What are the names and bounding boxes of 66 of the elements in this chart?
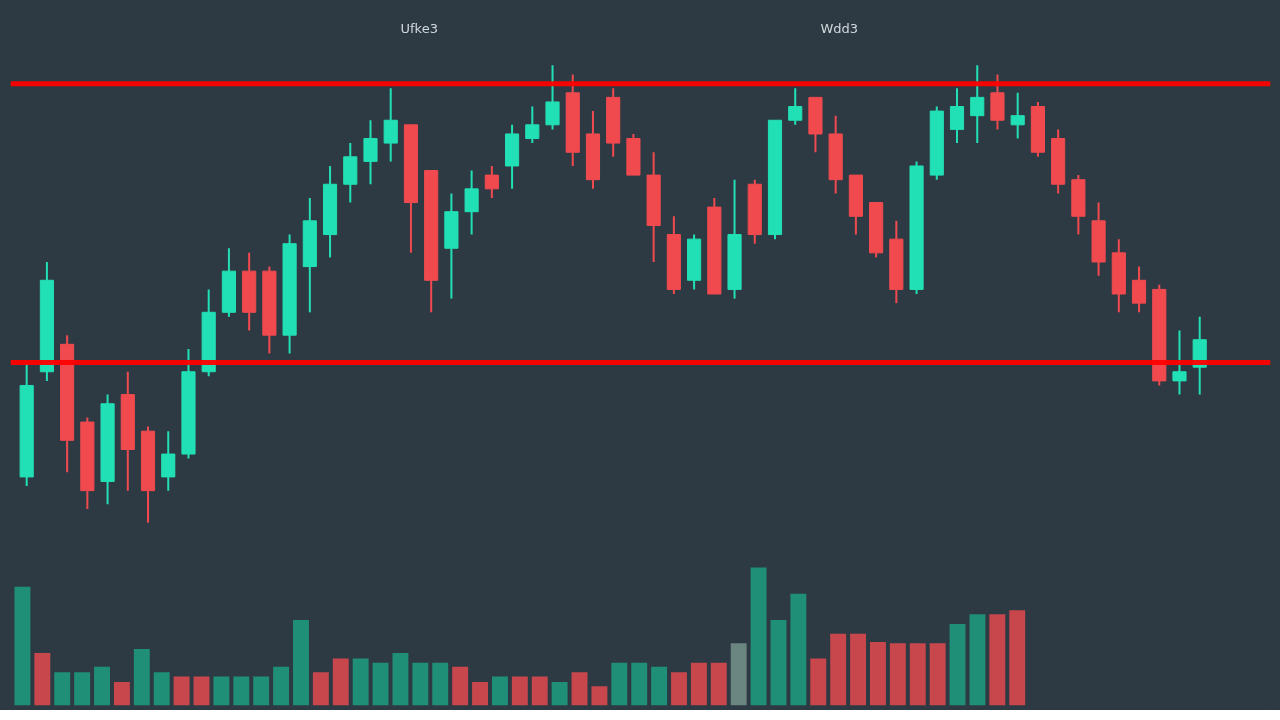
bar <box>491 676 508 706</box>
bar <box>531 676 548 706</box>
candlestick <box>949 87 965 145</box>
bar <box>173 676 190 706</box>
bar <box>452 666 469 706</box>
candlestick <box>545 64 560 131</box>
bar <box>213 676 230 706</box>
bar <box>511 676 528 706</box>
bar <box>432 662 449 706</box>
bar <box>830 633 847 706</box>
bar <box>591 686 608 706</box>
bar <box>392 653 409 706</box>
bar <box>312 672 329 706</box>
bar <box>631 662 648 706</box>
bar <box>1009 610 1026 706</box>
bar <box>412 662 429 706</box>
bar <box>969 614 986 706</box>
bar <box>611 662 628 706</box>
bar <box>850 633 867 706</box>
bar <box>472 682 488 706</box>
text: Wdd3 <box>820 20 859 36</box>
candlestick <box>161 430 176 492</box>
bar <box>153 672 170 706</box>
bar <box>193 676 210 706</box>
bar <box>889 643 906 706</box>
bar <box>372 662 389 706</box>
bar <box>293 619 309 706</box>
bar <box>671 672 687 706</box>
bar <box>34 653 51 706</box>
candlestick <box>1131 265 1147 314</box>
bar <box>790 593 807 706</box>
candlestick <box>464 169 479 236</box>
candlestick <box>383 87 398 163</box>
bar <box>571 672 588 706</box>
bar <box>94 666 110 706</box>
candlestick <box>363 119 378 186</box>
bar <box>750 567 767 706</box>
bar <box>949 624 966 706</box>
text: Ufke3 <box>400 20 438 36</box>
candlestick <box>788 87 803 126</box>
candlestick <box>525 105 540 145</box>
bar <box>54 672 71 706</box>
bar <box>352 658 369 706</box>
bar <box>74 672 91 706</box>
bar <box>651 666 668 706</box>
bar <box>113 682 130 706</box>
candlestick <box>484 164 499 199</box>
bar <box>551 682 568 706</box>
bar <box>14 586 31 706</box>
bar <box>989 614 1006 706</box>
bar <box>273 666 290 706</box>
bar <box>770 619 787 706</box>
bar <box>253 676 270 706</box>
candlestick <box>1172 329 1187 396</box>
bar <box>332 658 349 706</box>
bar <box>133 648 150 706</box>
candlestick <box>1010 91 1025 140</box>
bar <box>730 643 747 706</box>
bar <box>810 658 827 706</box>
bar <box>710 662 727 706</box>
bar <box>909 643 926 706</box>
bar <box>929 643 946 706</box>
bar <box>690 662 707 706</box>
bar <box>870 641 886 706</box>
bar <box>233 676 250 706</box>
candlestick <box>970 64 985 145</box>
